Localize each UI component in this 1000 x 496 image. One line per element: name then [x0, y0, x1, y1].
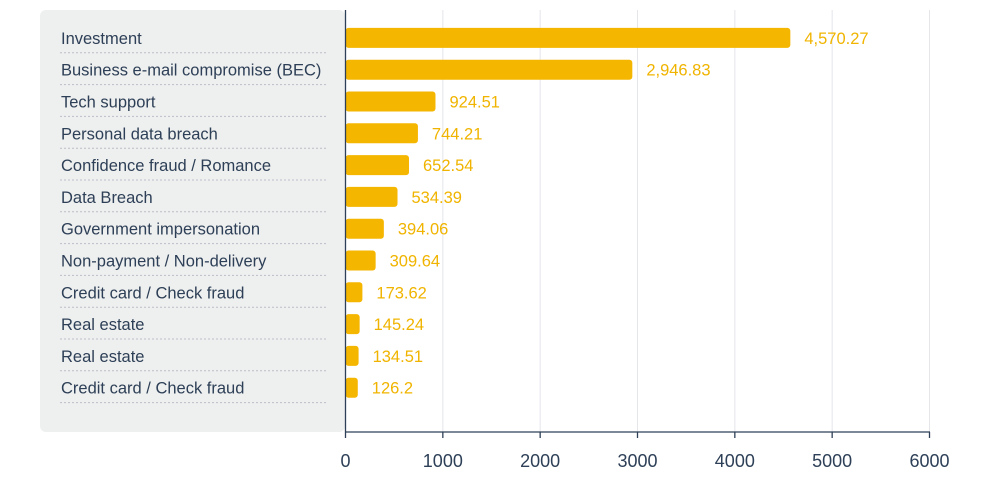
- category-label-panel: [40, 10, 345, 432]
- value-label: 924.51: [449, 94, 499, 112]
- bar: [345, 314, 360, 335]
- x-tick-label: 3000: [617, 451, 657, 471]
- category-labels: Investment Business e-mail compromise (BE…: [60, 30, 328, 404]
- category-label: Data Breach: [61, 189, 153, 207]
- category-label: Real estate: [61, 348, 144, 366]
- value-label: 134.51: [373, 348, 423, 366]
- value-label: 2,946.83: [646, 62, 710, 80]
- x-tick-label: 0: [340, 451, 350, 471]
- value-label: 173.62: [376, 284, 426, 302]
- x-tick-label: 6000: [909, 451, 949, 471]
- category-label: Business e-mail compromise (BEC): [61, 62, 321, 80]
- x-tick-label: 5000: [812, 451, 852, 471]
- value-label: 534.39: [412, 189, 462, 207]
- value-label: 145.24: [374, 316, 424, 334]
- bar: [345, 59, 633, 80]
- bar: [345, 250, 376, 271]
- bar: [345, 123, 418, 144]
- bar: [345, 218, 384, 239]
- bar: [345, 377, 358, 398]
- category-label: Credit card / Check fraud: [61, 284, 244, 302]
- category-label: Credit card / Check fraud: [61, 380, 244, 398]
- bars: [345, 27, 791, 398]
- value-label: 394.06: [398, 221, 448, 239]
- x-tick-label: 2000: [520, 451, 560, 471]
- category-label: Non-payment / Non-delivery: [61, 253, 267, 271]
- bar: [345, 345, 359, 366]
- bar: [345, 186, 398, 207]
- value-labels: 4,570.27 2,946.83 924.51 744.21 652.54 534.39…: [372, 30, 869, 398]
- category-label: Confidence fraud / Romance: [61, 157, 271, 175]
- category-label: Personal data breach: [61, 125, 218, 143]
- bar: [345, 91, 436, 112]
- value-label: 126.2: [372, 380, 413, 398]
- category-label: Tech support: [61, 94, 156, 112]
- value-label: 309.64: [390, 253, 440, 271]
- bar: [345, 282, 363, 303]
- value-label: 4,570.27: [804, 30, 868, 48]
- bar: [345, 27, 791, 48]
- value-label: 744.21: [432, 125, 482, 143]
- category-label: Government impersonation: [61, 221, 260, 239]
- category-label: Real estate: [61, 316, 144, 334]
- x-tick-label: 4000: [715, 451, 755, 471]
- grid-lines: [442, 10, 930, 432]
- value-label: 652.54: [423, 157, 473, 175]
- x-axis-ticks: 0 1000 2000 3000 4000 5000 6000: [340, 432, 950, 471]
- bar: [345, 155, 410, 176]
- category-label: Investment: [61, 30, 142, 48]
- x-tick-label: 1000: [423, 451, 463, 471]
